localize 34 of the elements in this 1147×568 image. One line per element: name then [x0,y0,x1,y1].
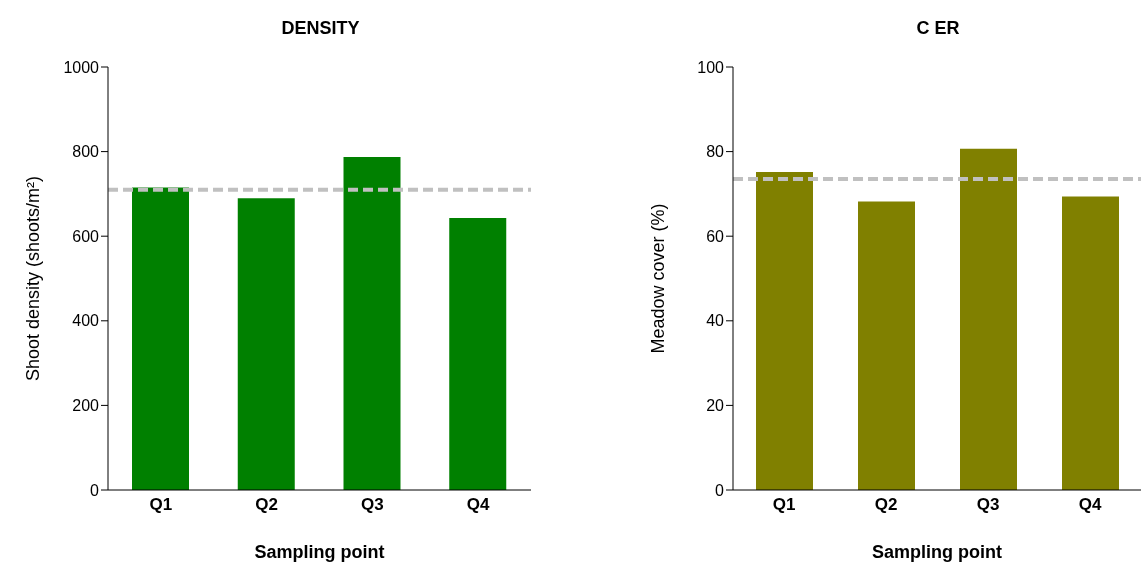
x-tick-label: Q3 [976,495,1000,515]
bar [960,148,1017,490]
y-tick-label: 400 [72,312,100,330]
x-tick-label: Q2 [874,495,898,515]
y-tick-label: 80 [706,143,725,161]
bar [343,157,401,490]
chart-title: DENSITY [280,18,361,39]
y-axis-title: Meadow cover (%) [648,203,669,354]
bar [237,198,295,490]
chart-title: C ER [915,18,961,39]
x-axis-title: Sampling point [254,542,385,562]
y-axis-title: Shoot density (shoots/m²) [23,175,44,382]
y-tick-label: 20 [706,397,725,415]
y-tick-label: 800 [72,143,100,161]
y-tick-label: 100 [697,58,725,76]
y-tick-label: 40 [706,312,725,330]
y-tick-label: 200 [72,397,100,415]
bar [756,171,813,490]
bar [1062,196,1119,490]
bar [449,218,507,490]
y-tick-label: 0 [90,481,100,499]
y-tick-label: 60 [706,227,725,245]
y-tick-label: 1000 [63,58,100,76]
y-tick-label: 600 [72,227,100,245]
x-axis-title: Sampling point [872,542,1002,562]
x-tick-label: Q4 [466,495,490,515]
x-tick-label: Q1 [772,495,796,515]
bar [132,187,189,490]
x-tick-label: Q2 [255,495,278,515]
bar [858,201,915,490]
x-tick-label: Q4 [1078,495,1102,515]
x-tick-label: Q1 [149,495,173,515]
y-tick-label: 0 [715,481,725,499]
x-tick-label: Q3 [361,495,384,515]
